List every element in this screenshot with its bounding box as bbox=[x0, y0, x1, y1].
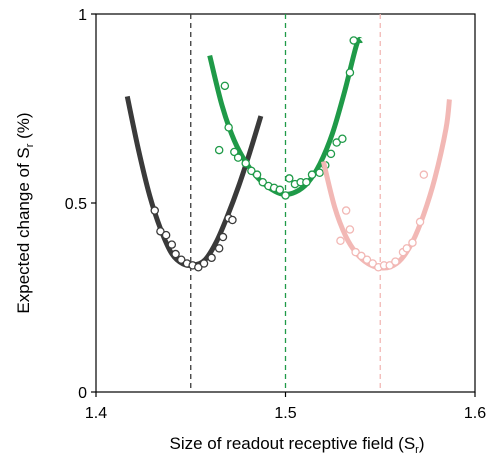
y-axis-title-text: Expected change of S bbox=[14, 147, 33, 313]
data-point bbox=[214, 244, 224, 253]
data-point bbox=[385, 261, 394, 270]
data-point bbox=[349, 36, 358, 45]
data-point bbox=[177, 255, 186, 264]
data-point bbox=[247, 166, 256, 176]
data-point bbox=[351, 247, 360, 257]
y-axis-title-suffix: (%) bbox=[14, 112, 33, 143]
data-point bbox=[315, 168, 324, 178]
x-axis-title: Size of readout receptive field (Sr) bbox=[169, 434, 424, 456]
x-tick-label: 1.5 bbox=[274, 405, 296, 422]
data-point bbox=[218, 232, 228, 242]
data-point bbox=[368, 259, 377, 268]
data-point bbox=[228, 215, 237, 225]
data-point bbox=[241, 159, 250, 168]
data-point bbox=[199, 259, 209, 268]
data-point bbox=[419, 170, 429, 179]
data-point bbox=[391, 257, 400, 266]
data-point bbox=[275, 185, 285, 195]
x-axis-title-text: Size of readout receptive field (S bbox=[169, 434, 415, 453]
data-point bbox=[230, 147, 239, 157]
y-tick-label: 0 bbox=[78, 385, 87, 402]
data-point bbox=[338, 134, 347, 143]
data-point bbox=[156, 227, 165, 236]
y-tick-label: 1 bbox=[78, 7, 87, 24]
data-point bbox=[341, 206, 351, 215]
data-point bbox=[332, 138, 341, 147]
series-2 bbox=[320, 14, 452, 392]
data-point bbox=[233, 153, 243, 162]
data-point bbox=[357, 251, 366, 261]
x-axis-title-suffix: ) bbox=[419, 434, 425, 453]
y-axis-title: Expected change of Sr (%) bbox=[14, 112, 36, 313]
data-point bbox=[171, 249, 180, 259]
data-point bbox=[362, 255, 372, 264]
data-point bbox=[302, 177, 311, 187]
x-tick-label: 1.6 bbox=[464, 405, 486, 422]
data-point bbox=[252, 170, 262, 179]
data-point bbox=[336, 236, 345, 246]
plot-area bbox=[95, 13, 476, 393]
series-0 bbox=[124, 14, 264, 392]
series-1 bbox=[207, 14, 364, 392]
data-point bbox=[224, 123, 233, 132]
y-axis-title-subscript: r bbox=[24, 143, 36, 147]
data-point bbox=[194, 263, 203, 272]
data-point bbox=[307, 170, 317, 179]
data-point bbox=[285, 174, 294, 183]
fit-curve bbox=[124, 95, 264, 268]
x-axis: 1.4 1.5 1.6 bbox=[85, 392, 486, 422]
y-tick-label: 0.5 bbox=[65, 196, 87, 213]
data-point bbox=[326, 149, 336, 159]
data-point bbox=[150, 206, 159, 215]
data-point bbox=[167, 240, 177, 249]
data-point bbox=[408, 238, 417, 247]
data-point bbox=[415, 217, 425, 227]
data-point bbox=[345, 68, 355, 77]
data-point bbox=[345, 225, 355, 234]
data-point bbox=[258, 177, 268, 187]
data-point bbox=[161, 230, 171, 240]
data-point bbox=[214, 145, 224, 155]
data-point bbox=[207, 253, 216, 263]
x-axis-title-subscript: r bbox=[415, 444, 419, 456]
data-point bbox=[281, 191, 290, 200]
x-tick-label: 1.4 bbox=[85, 405, 107, 422]
data-point bbox=[220, 81, 230, 91]
y-axis: 00.51 bbox=[65, 7, 96, 402]
data-point bbox=[402, 244, 412, 253]
